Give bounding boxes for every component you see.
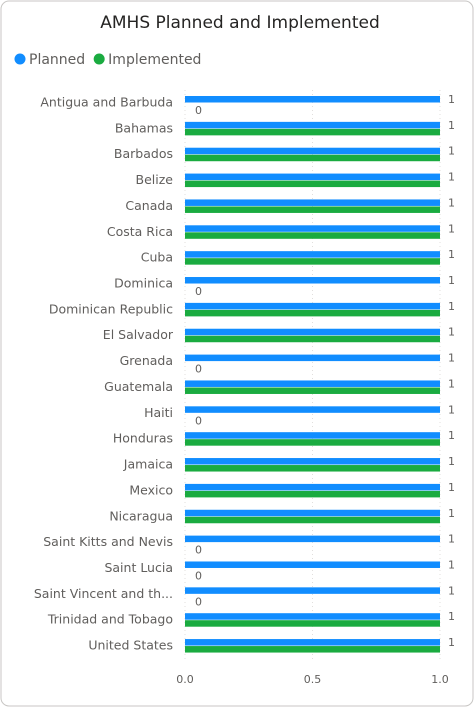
- y-tick-label: Costa Rica: [107, 224, 173, 239]
- y-tick-label: Bahamas: [115, 120, 173, 135]
- legend-label: Planned: [29, 52, 85, 68]
- data-label: 1: [448, 481, 455, 494]
- bar: [185, 173, 440, 181]
- bar: [185, 432, 440, 439]
- bar: [185, 387, 440, 394]
- data-label: 1: [448, 300, 455, 313]
- y-tick-label: Jamaica: [123, 457, 173, 472]
- y-tick-label: Saint Vincent and th...: [34, 586, 173, 601]
- data-label: 0: [195, 595, 202, 608]
- y-tick-label: Belize: [136, 172, 174, 187]
- data-label: 1: [448, 171, 455, 184]
- bar: [185, 328, 440, 336]
- data-label: 0: [195, 569, 202, 582]
- data-label: 1: [448, 326, 455, 339]
- bar: [185, 309, 440, 317]
- bar: [185, 509, 440, 517]
- bar: [185, 96, 440, 103]
- bar: [185, 180, 440, 188]
- y-tick-label: Guatemala: [104, 379, 173, 394]
- bar: [185, 206, 440, 213]
- y-tick-label: Honduras: [113, 431, 173, 446]
- bar: [185, 251, 440, 258]
- data-label: 1: [448, 248, 455, 261]
- bar: [185, 258, 440, 265]
- data-label: 1: [448, 145, 455, 158]
- bar: [185, 354, 440, 362]
- bar: [185, 232, 440, 239]
- data-label: 1: [448, 93, 455, 106]
- bar: [185, 121, 440, 129]
- data-label: 1: [448, 377, 455, 390]
- legend-label: Implemented: [108, 52, 201, 68]
- x-tick-label: 0.5: [304, 673, 322, 686]
- y-tick-label: United States: [88, 638, 173, 653]
- bar: [185, 225, 440, 232]
- bar: [185, 516, 440, 524]
- data-label: 1: [448, 352, 455, 365]
- data-label: 1: [448, 403, 455, 416]
- bar: [185, 646, 440, 653]
- bar: [185, 483, 440, 491]
- y-tick-label: Dominica: [114, 276, 173, 291]
- y-tick-label: Trinidad and Tobago: [47, 612, 173, 627]
- y-tick-label: Canada: [125, 198, 173, 213]
- bar: [185, 561, 440, 568]
- y-tick-label: Barbados: [114, 146, 173, 161]
- data-label: 1: [448, 429, 455, 442]
- y-tick-label: Cuba: [141, 250, 173, 265]
- data-label: 1: [448, 119, 455, 132]
- y-tick-label: Saint Lucia: [104, 560, 173, 575]
- bar: [185, 465, 440, 472]
- bar: [185, 335, 440, 343]
- bar: [185, 406, 440, 413]
- y-tick-label: Saint Kitts and Nevis: [43, 534, 173, 549]
- data-label: 1: [448, 196, 455, 209]
- bar: [185, 639, 440, 646]
- bar: [185, 154, 440, 162]
- data-label: 1: [448, 610, 455, 623]
- bar: [185, 587, 440, 594]
- data-label: 1: [448, 222, 455, 235]
- data-label: 1: [448, 455, 455, 468]
- bar: [185, 535, 440, 543]
- x-tick-label: 1.0: [431, 673, 449, 686]
- data-label: 0: [195, 544, 202, 557]
- y-tick-label: Grenada: [120, 353, 173, 368]
- data-label: 0: [195, 104, 202, 117]
- bar: [185, 199, 440, 206]
- data-label: 0: [195, 414, 202, 427]
- y-tick-label: El Salvador: [103, 327, 174, 342]
- data-label: 1: [448, 274, 455, 287]
- bar: [185, 128, 440, 136]
- bar: [185, 380, 440, 387]
- y-tick-label: Haiti: [144, 405, 173, 420]
- legend-marker: [14, 53, 26, 65]
- bar: [185, 458, 440, 465]
- bar: [185, 277, 440, 284]
- legend-marker: [93, 53, 105, 65]
- y-tick-label: Nicaragua: [109, 508, 173, 523]
- data-label: 1: [448, 584, 455, 597]
- bar: [185, 302, 440, 310]
- data-label: 0: [195, 285, 202, 298]
- bar: [185, 147, 440, 155]
- data-label: 1: [448, 533, 455, 546]
- bar: [185, 620, 440, 627]
- x-tick-label: 0.0: [176, 673, 194, 686]
- bar: [185, 439, 440, 446]
- data-label: 1: [448, 636, 455, 649]
- y-tick-label: Mexico: [129, 482, 173, 497]
- data-label: 1: [448, 558, 455, 571]
- y-tick-label: Dominican Republic: [49, 301, 173, 316]
- data-label: 0: [195, 363, 202, 376]
- bar: [185, 490, 440, 498]
- chart-title: AMHS Planned and Implemented: [100, 13, 380, 33]
- y-tick-label: Antigua and Barbuda: [40, 95, 173, 110]
- bar: [185, 613, 440, 620]
- data-label: 1: [448, 507, 455, 520]
